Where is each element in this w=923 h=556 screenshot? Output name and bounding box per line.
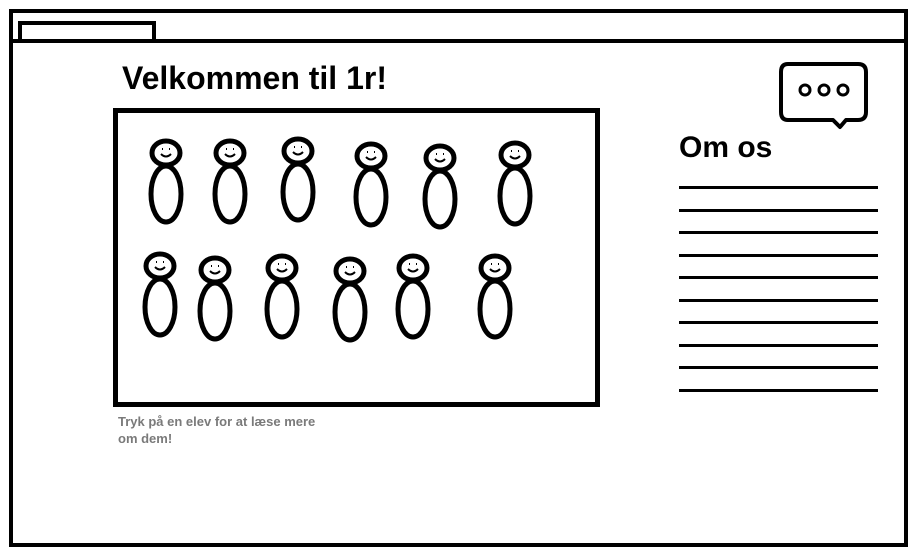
student-body [422, 168, 458, 230]
student-figure[interactable] [212, 138, 248, 225]
student-body [280, 161, 316, 223]
student-figure[interactable] [497, 140, 533, 227]
about-text-line [679, 298, 878, 302]
student-body [148, 163, 184, 225]
chat-button[interactable] [778, 60, 870, 137]
about-text-line [679, 253, 878, 257]
student-figure[interactable] [395, 253, 431, 340]
student-head [354, 141, 388, 171]
student-figure[interactable] [264, 253, 300, 340]
student-head [149, 138, 183, 168]
student-face [154, 261, 166, 271]
about-title: Om os [679, 131, 773, 164]
student-figure[interactable] [353, 141, 389, 228]
student-body [353, 166, 389, 228]
student-face [209, 265, 221, 275]
student-figure[interactable] [142, 251, 178, 338]
about-text-line [679, 231, 878, 234]
student-head [265, 253, 299, 283]
student-figure[interactable] [477, 253, 513, 340]
student-body [497, 165, 533, 227]
about-text-line [679, 343, 878, 347]
page-title: Velkommen til 1r! [122, 60, 387, 96]
student-figure[interactable] [422, 143, 458, 230]
student-face [344, 266, 356, 276]
student-figure[interactable] [148, 138, 184, 225]
about-text-line [679, 388, 878, 392]
student-face [407, 263, 419, 273]
student-body [212, 163, 248, 225]
student-head [198, 255, 232, 285]
student-head [143, 251, 177, 281]
student-body [477, 278, 513, 340]
student-body [395, 278, 431, 340]
student-face [224, 148, 236, 158]
chat-bubble-icon [779, 62, 868, 129]
about-text-line [679, 208, 878, 212]
student-head [213, 138, 247, 168]
student-body [332, 281, 368, 343]
student-body [142, 276, 178, 338]
student-body [197, 280, 233, 342]
student-figure[interactable] [197, 255, 233, 342]
student-head [423, 143, 457, 173]
student-face [365, 151, 377, 161]
about-text-line [679, 321, 878, 324]
student-head [333, 256, 367, 286]
student-figure[interactable] [280, 136, 316, 223]
student-body [264, 278, 300, 340]
student-figure[interactable] [332, 256, 368, 343]
student-head [498, 140, 532, 170]
students-gallery [113, 108, 600, 407]
about-text-placeholder [679, 186, 878, 411]
student-head [396, 253, 430, 283]
tab-bar-divider [13, 39, 904, 43]
about-text-line [679, 186, 878, 189]
student-head [478, 253, 512, 283]
student-face [509, 150, 521, 160]
browser-tab[interactable] [18, 21, 156, 39]
student-face [434, 153, 446, 163]
student-face [489, 263, 501, 273]
student-face [276, 263, 288, 273]
about-text-line [679, 276, 878, 279]
about-text-line [679, 366, 878, 369]
student-face [160, 148, 172, 158]
student-face [292, 146, 304, 156]
gallery-hint: Tryk på en elev for at læse mere om dem! [118, 414, 316, 446]
student-head [281, 136, 315, 166]
students-canvas [142, 136, 533, 343]
